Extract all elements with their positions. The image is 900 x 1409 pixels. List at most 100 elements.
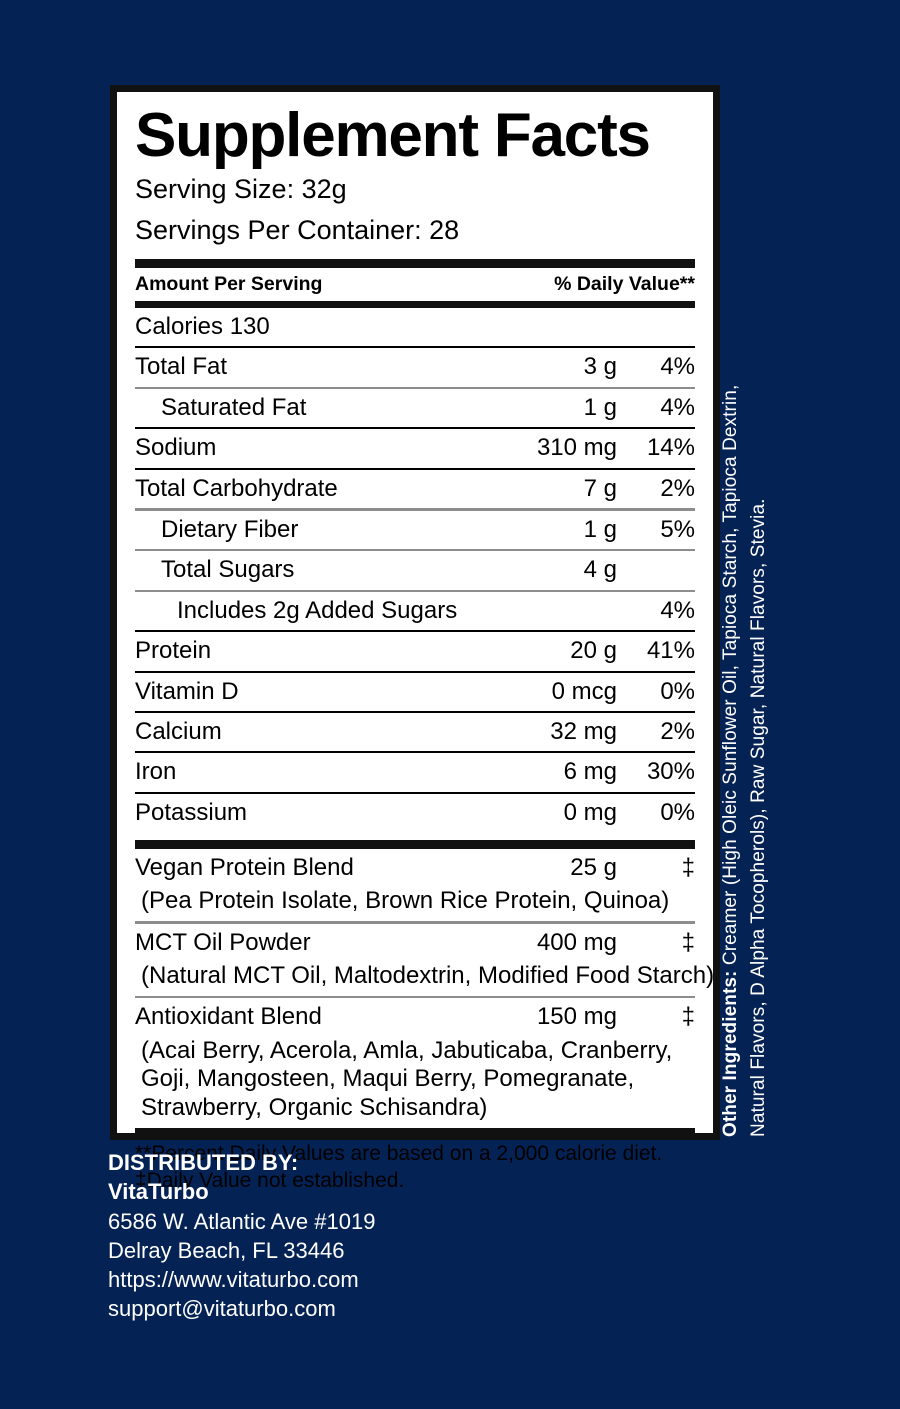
distributor-address-line-2: Delray Beach, FL 33446 [108, 1237, 345, 1263]
blend-sublines: (Pea Protein Isolate, Brown Rice Protein… [135, 887, 695, 921]
blend-divider [135, 995, 695, 999]
nutrient-daily-value: 4% [660, 394, 695, 422]
nutrient-row: Total Fat 3 g 4% [135, 348, 695, 386]
row-divider [135, 670, 695, 673]
row-divider [135, 346, 695, 349]
nutrient-row: Total Sugars 4 g [135, 551, 695, 589]
distributor-email[interactable]: support@vitaturbo.com [108, 1296, 336, 1322]
distributor-website[interactable]: https://www.vitaturbo.com [108, 1267, 359, 1292]
nutrient-amount: 1 g [583, 394, 617, 422]
divider-thick-top [135, 259, 695, 269]
nutrient-daily-value: 4% [660, 597, 695, 625]
nutrient-rows: Total Fat 3 g 4% Saturated Fat 1 g 4% Sodium 31… [135, 346, 695, 832]
nutrient-name: Vitamin D [135, 677, 239, 705]
blend-sublines: (Acai Berry, Acerola, Amla, Jabuticaba, … [135, 1037, 695, 1128]
nutrient-amount: 20 g [570, 637, 617, 665]
nutrient-amount: 6 mg [563, 758, 617, 786]
nutrient-name: Iron [135, 758, 177, 786]
other-ingredients-sidebar: Other Ingredients: Creamer (High Oleic S… [720, 0, 796, 1409]
row-divider [135, 711, 695, 714]
amount-per-serving-label: Amount Per Serving [135, 273, 323, 296]
blend-subline: Strawberry, Organic Schisandra) [141, 1094, 488, 1122]
row-divider [135, 630, 695, 633]
nutrient-name: Total Sugars [161, 556, 295, 584]
page-title: Supplement Facts [135, 101, 651, 170]
distributor-block: DISTRIBUTED BY: VitaTurbo 6586 W. Atlant… [108, 1148, 375, 1324]
nutrient-daily-value: 14% [646, 434, 695, 462]
blend-name: MCT Oil Powder [135, 928, 311, 956]
daily-value-label: % Daily Value** [554, 273, 695, 296]
footnote-daily-value: **Percent Daily Values are based on a 2,… [135, 1141, 663, 1165]
other-ingredients-text-1: Creamer (High Oleic Sunflower Oil, Tapio… [720, 384, 741, 966]
nutrient-daily-value: 41% [646, 637, 695, 665]
nutrient-name: Calcium [135, 718, 222, 746]
nutrient-daily-value: 0% [660, 798, 695, 826]
distributor-company: VitaTurbo [108, 1179, 209, 1205]
row-divider [135, 791, 695, 794]
nutrient-amount: 310 mg [536, 434, 617, 462]
nutrient-amount: 0 mg [563, 798, 617, 826]
distributed-by-heading: DISTRIBUTED BY: [108, 1150, 299, 1175]
other-ingredients-label: Other Ingredients: [720, 970, 741, 1137]
nutrient-name: Protein [135, 637, 212, 665]
blend-row: Antioxidant Blend 150 mg ‡ [135, 998, 695, 1036]
nutrient-amount: 3 g [583, 353, 617, 381]
footnotes: **Percent Daily Values are based on a 2,… [135, 1135, 695, 1201]
blend-divider [135, 921, 695, 924]
blend-amount: 400 mg [536, 928, 617, 956]
nutrient-row: Protein 20 g 41% [135, 632, 695, 670]
footnote-not-established: ‡Daily Value not established. [135, 1168, 405, 1192]
divider-under-header [135, 301, 695, 309]
nutrient-name: Sodium [135, 434, 217, 462]
nutrient-name: Saturated Fat [161, 394, 307, 422]
nutrient-row: Total Carbohydrate 7 g 2% [135, 470, 695, 508]
row-divider-gray [135, 548, 695, 552]
nutrient-row: Iron 6 mg 30% [135, 753, 695, 791]
row-divider-gray [135, 508, 695, 511]
nutrient-row: Sodium 310 mg 14% [135, 429, 695, 467]
servings-per-container: Servings Per Container: 28 [135, 215, 460, 246]
nutrient-name: Total Fat [135, 353, 228, 381]
blend-subline: Goji, Mangosteen, Maqui Berry, Pomegrana… [141, 1065, 635, 1093]
nutrient-name: Dietary Fiber [161, 515, 299, 543]
other-ingredients-line-1: Other Ingredients: Creamer (High Oleic S… [720, 385, 742, 1137]
nutrient-daily-value: 2% [660, 474, 695, 502]
blend-daily-value: ‡ [681, 1003, 695, 1031]
nutrient-daily-value: 0% [660, 677, 695, 705]
blend-rows: Vegan Protein Blend 25 g ‡ (Pea Protein Iso… [135, 849, 714, 1128]
serving-size: Serving Size: 32g [135, 174, 347, 205]
blend-amount: 150 mg [536, 1003, 617, 1031]
row-divider [135, 427, 695, 430]
nutrient-daily-value: 2% [660, 718, 695, 746]
nutrient-amount: 7 g [583, 474, 617, 502]
row-divider-gray [135, 589, 695, 593]
nutrient-amount: 32 mg [550, 718, 617, 746]
nutrient-row: Saturated Fat 1 g 4% [135, 389, 695, 427]
blend-name: Antioxidant Blend [135, 1003, 322, 1031]
distributor-address-line-1: 6586 W. Atlantic Ave #1019 [108, 1208, 376, 1234]
divider-before-footnotes [135, 1127, 695, 1135]
nutrient-row: Includes 2g Added Sugars 4% [135, 592, 695, 630]
blend-row: MCT Oil Powder 400 mg ‡ [135, 924, 695, 962]
table-header-row: Amount Per Serving % Daily Value** [135, 268, 695, 301]
divider-before-blends [135, 840, 695, 850]
other-ingredients-text-2: Natural Flavors, D Alpha Tocopherols), R… [748, 498, 769, 1137]
nutrient-name: Includes 2g Added Sugars [177, 597, 458, 625]
supplement-facts-panel: Supplement Facts Serving Size: 32g Servi… [110, 85, 720, 1192]
blend-amount: 25 g [570, 854, 617, 882]
row-divider [135, 751, 695, 754]
nutrient-daily-value: 5% [660, 515, 695, 543]
nutrient-daily-value: 30% [646, 758, 695, 786]
nutrient-row: Calcium 32 mg 2% [135, 713, 695, 751]
nutrient-row: Potassium 0 mg 0% [135, 794, 695, 832]
row-divider-gray [135, 386, 695, 390]
blend-sublines: (Natural MCT Oil, Maltodextrin, Modified… [135, 962, 714, 996]
blend-name: Vegan Protein Blend [135, 854, 354, 882]
nutrient-amount: 4 g [583, 556, 617, 584]
blend-daily-value: ‡ [681, 928, 695, 956]
nutrient-daily-value: 4% [660, 353, 695, 381]
nutrient-amount: 0 mcg [551, 677, 617, 705]
nutrient-row: Vitamin D 0 mcg 0% [135, 673, 695, 711]
blend-daily-value: ‡ [681, 854, 695, 882]
nutrient-name: Total Carbohydrate [135, 474, 338, 502]
